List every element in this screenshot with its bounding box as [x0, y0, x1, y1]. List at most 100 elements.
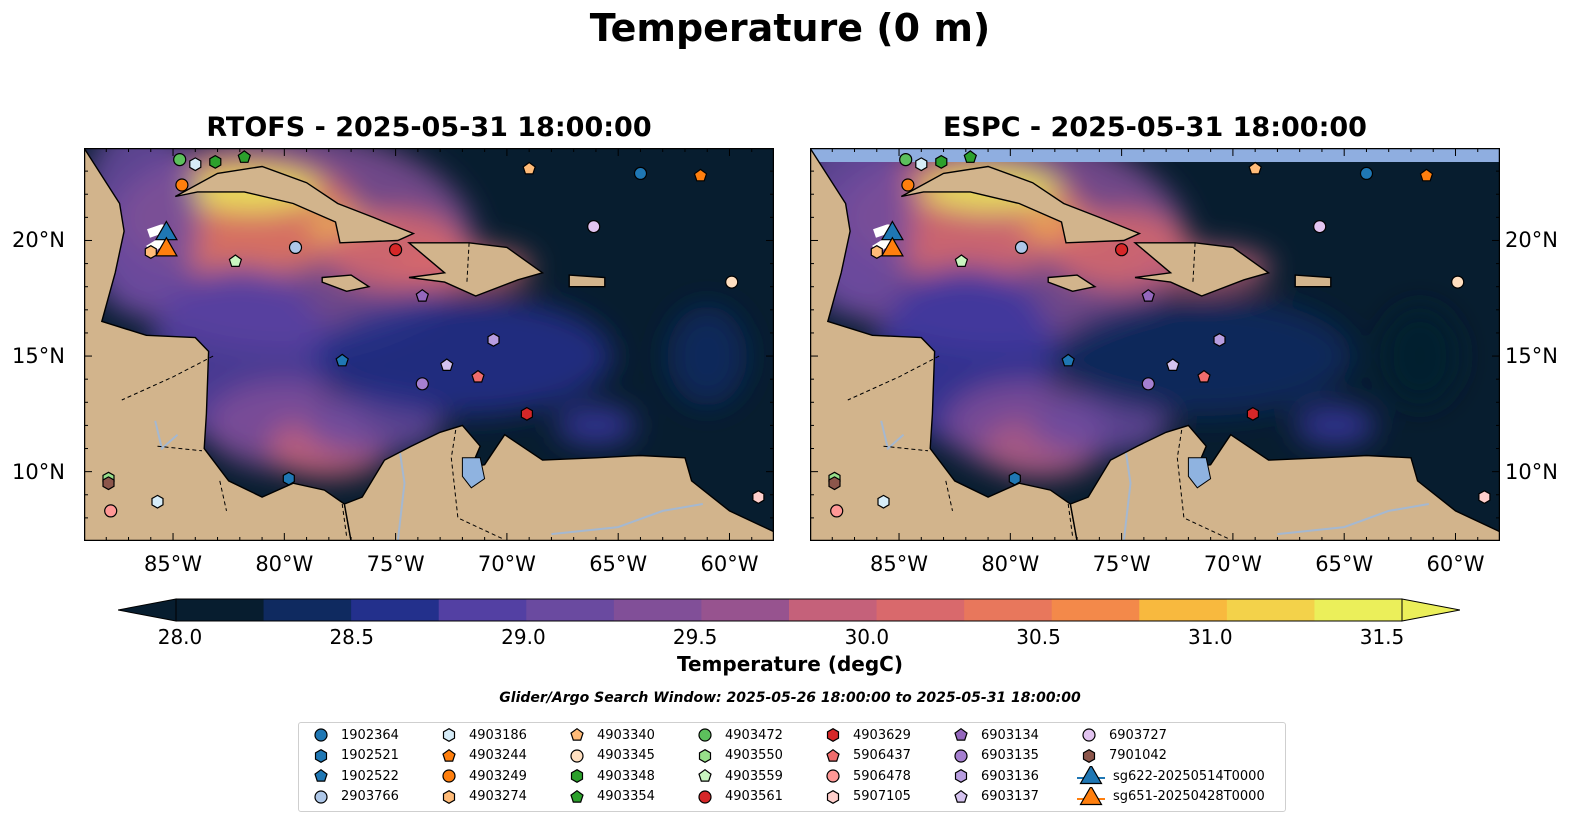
float-4903561[interactable] — [1115, 243, 1129, 257]
land-mass — [1047, 274, 1097, 293]
river — [551, 503, 703, 536]
float-4903561[interactable] — [389, 243, 403, 257]
float-5907105[interactable] — [752, 490, 765, 505]
legend-item: sg651-20250428T0000 — [1075, 786, 1265, 807]
float-4903274[interactable] — [144, 245, 157, 259]
float-4903345[interactable] — [1451, 275, 1465, 289]
float-6903135[interactable] — [415, 377, 429, 391]
glider-sg651-20250428T0000[interactable] — [154, 236, 178, 257]
float-4903244[interactable] — [693, 168, 708, 182]
float-4903472[interactable] — [899, 153, 913, 167]
rtofs-panel-title: RTOFS - 2025-05-31 18:00:00 — [206, 112, 652, 143]
float-6903134[interactable] — [1141, 288, 1156, 302]
float-5906478[interactable] — [104, 504, 118, 518]
colorbar-bin — [1139, 599, 1228, 621]
search-window-caption: Glider/Argo Search Window: 2025-05-26 18… — [499, 690, 1081, 706]
legend-item: 5906478 — [819, 766, 911, 786]
legend-label: 4903472 — [725, 727, 783, 743]
float-5906437[interactable] — [471, 369, 485, 383]
legend-marker-icon — [826, 769, 840, 783]
float-7901042[interactable] — [102, 476, 115, 491]
legend-label: 4903186 — [469, 727, 527, 743]
legend-marker-icon — [954, 727, 968, 741]
y-tick-label: 15°N — [12, 344, 65, 369]
float-4903629[interactable] — [1246, 406, 1259, 421]
float-4903186[interactable] — [877, 494, 890, 509]
float-6903727[interactable] — [1313, 219, 1327, 234]
float-5906478[interactable] — [830, 504, 844, 518]
float-4903559[interactable] — [954, 254, 969, 268]
float-4903348[interactable] — [935, 154, 948, 169]
legend-marker-icon — [698, 728, 712, 742]
float-5906437[interactable] — [1197, 369, 1211, 383]
float-4903629[interactable] — [520, 406, 533, 421]
legend-marker-icon — [698, 748, 712, 763]
legend-label: 4903550 — [725, 748, 783, 763]
float-1902522[interactable] — [1061, 353, 1075, 367]
float-6903137[interactable] — [440, 358, 454, 372]
float-4903354[interactable] — [963, 150, 978, 163]
espc-temperature-map[interactable] — [810, 148, 1500, 541]
float-4903186b[interactable] — [189, 157, 202, 172]
y-tick-label: 10°N — [1505, 459, 1558, 484]
float-1902521[interactable] — [282, 471, 295, 486]
colorbar-tick-label: 30.5 — [1016, 625, 1061, 649]
lake-maracaibo — [461, 457, 486, 489]
legend-label: 4903354 — [597, 789, 655, 804]
float-4903472[interactable] — [173, 153, 187, 167]
river — [880, 420, 905, 451]
legend-item: 1902364 — [307, 725, 399, 745]
float-1902364[interactable] — [633, 166, 648, 180]
float-2903766[interactable] — [288, 240, 303, 255]
legend-marker-icon — [1082, 728, 1096, 742]
colorbar-tick-label: 31.0 — [1188, 625, 1233, 649]
rtofs-temperature-map[interactable] — [84, 148, 774, 541]
float-7901042[interactable] — [828, 476, 841, 491]
glider-sg651-20250428T0000[interactable] — [880, 236, 904, 257]
colorbar-bin — [789, 599, 878, 621]
float-4903354[interactable] — [237, 150, 252, 163]
float-6903136[interactable] — [487, 332, 500, 347]
legend-item: 4903244 — [435, 746, 527, 766]
float-6903134[interactable] — [415, 288, 430, 302]
colorbar-tick-label: 29.0 — [501, 625, 546, 649]
float-4903345[interactable] — [725, 275, 739, 289]
x-tick-label: 60°W — [1426, 552, 1485, 576]
float-4903249[interactable] — [901, 178, 915, 192]
legend-item: 4903354 — [563, 787, 655, 807]
float-5907105[interactable] — [1478, 490, 1491, 505]
legend-marker-icon — [570, 789, 584, 803]
legend-item: 6903134 — [947, 725, 1039, 745]
float-4903559[interactable] — [228, 254, 243, 268]
float-4903249[interactable] — [175, 178, 189, 192]
land-mass — [568, 274, 606, 288]
country-border — [945, 480, 953, 512]
legend-item: sg622-20250514T0000 — [1075, 766, 1265, 786]
x-tick-label: 75°W — [1092, 552, 1151, 576]
float-4903186b[interactable] — [915, 157, 928, 172]
float-1902364[interactable] — [1359, 166, 1374, 180]
missing-data-band — [810, 148, 1500, 162]
float-4903340[interactable] — [1248, 161, 1262, 175]
float-2903766[interactable] — [1014, 240, 1029, 255]
float-6903727[interactable] — [587, 219, 601, 234]
x-tick-label: 80°W — [255, 552, 314, 576]
float-4903274[interactable] — [870, 245, 883, 259]
float-4903348[interactable] — [209, 154, 222, 169]
colorbar-tick-label: 29.5 — [672, 625, 718, 649]
country-border — [219, 480, 227, 512]
legend-item: 4903550 — [691, 746, 783, 766]
float-6903137[interactable] — [1166, 358, 1180, 372]
float-4903244[interactable] — [1419, 168, 1434, 182]
float-1902522[interactable] — [335, 353, 349, 367]
float-1902521[interactable] — [1008, 471, 1021, 486]
float-6903135[interactable] — [1141, 377, 1155, 391]
legend-marker-icon — [954, 769, 968, 783]
legend-label: 4903244 — [469, 748, 527, 763]
legend-label: 6903135 — [981, 748, 1039, 763]
float-4903186[interactable] — [151, 494, 164, 509]
float-4903340[interactable] — [522, 161, 536, 175]
river — [1277, 503, 1429, 536]
land-mass — [900, 165, 1142, 244]
float-6903136[interactable] — [1213, 332, 1226, 347]
